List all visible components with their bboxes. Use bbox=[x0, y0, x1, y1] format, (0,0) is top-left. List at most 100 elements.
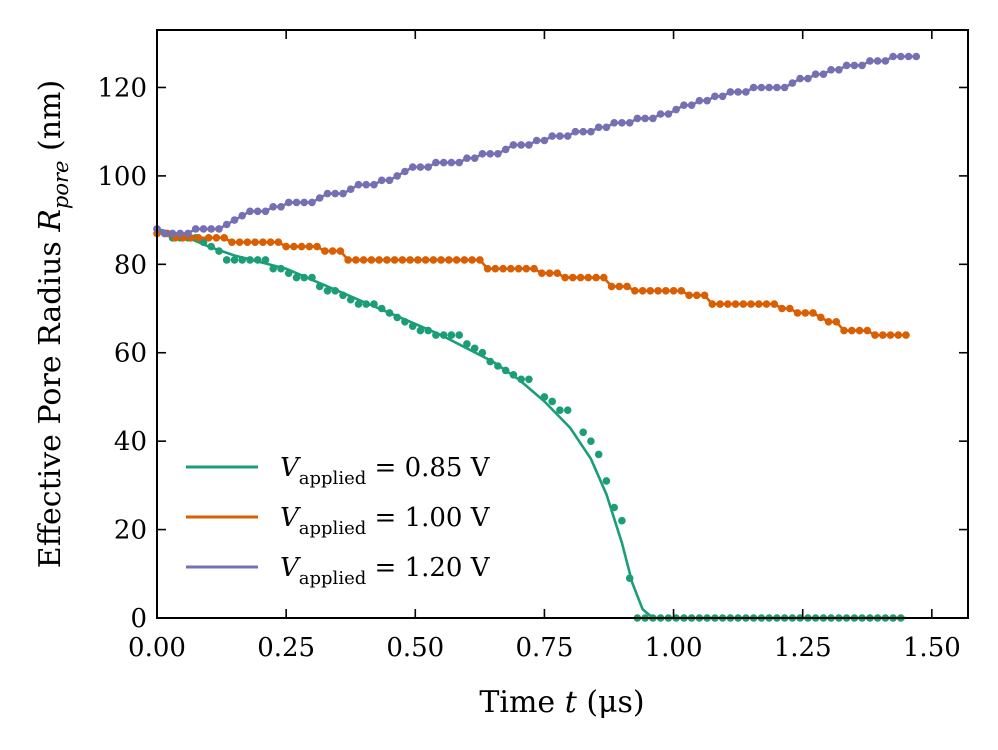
series-layer bbox=[153, 52, 921, 622]
series-3-point bbox=[804, 74, 812, 83]
series-3-point bbox=[711, 92, 719, 101]
series-3-point bbox=[300, 198, 309, 207]
series-3-point bbox=[517, 141, 525, 149]
series-2-point bbox=[607, 282, 616, 291]
x-tick-label: 1.25 bbox=[774, 633, 832, 663]
series-3-point bbox=[656, 110, 665, 118]
series-1 bbox=[153, 225, 906, 622]
series-2-point bbox=[809, 309, 817, 317]
series-1-point bbox=[470, 344, 479, 353]
series-2-point bbox=[747, 300, 755, 308]
series-1-point bbox=[517, 375, 525, 384]
series-2-point bbox=[476, 256, 484, 264]
series-3-point bbox=[168, 229, 177, 238]
series-3-point bbox=[323, 189, 332, 198]
y-tick-label: 0 bbox=[130, 604, 147, 634]
series-3-point bbox=[339, 189, 347, 198]
series-3-point bbox=[649, 114, 657, 123]
series-2-point bbox=[739, 300, 748, 308]
series-2-point bbox=[406, 256, 414, 264]
series-2-point bbox=[615, 282, 624, 291]
series-3-point bbox=[703, 96, 711, 105]
series-1-point bbox=[346, 295, 355, 304]
series-3-point bbox=[253, 207, 262, 216]
series-1-point bbox=[323, 287, 332, 295]
series-2-point bbox=[491, 264, 500, 273]
ticks-layer: 0.00 0.25 0.50 0.75 1.00 1.25 1.50 0 20 40 60 80 100… bbox=[97, 30, 968, 663]
series-2-point bbox=[545, 269, 554, 278]
series-3-point bbox=[315, 194, 324, 202]
series-2-point bbox=[631, 287, 639, 295]
series-2-point bbox=[328, 247, 337, 255]
series-2-point bbox=[871, 331, 879, 339]
series-3-point bbox=[525, 141, 533, 149]
series-3-point bbox=[269, 203, 278, 211]
series-3-point bbox=[385, 176, 394, 185]
series-2-point bbox=[220, 234, 228, 242]
series-3-point bbox=[509, 141, 518, 149]
series-3-point bbox=[757, 83, 766, 92]
series-3-point bbox=[486, 150, 495, 158]
series-3-point bbox=[718, 92, 727, 101]
series-2-point bbox=[305, 242, 314, 251]
series-3-point bbox=[695, 96, 704, 105]
series-2-point bbox=[375, 256, 383, 264]
legend-label: Vapplied = 1.00 V bbox=[280, 503, 491, 539]
series-3-point bbox=[215, 225, 223, 233]
series-3-point bbox=[633, 114, 642, 123]
series-1-point bbox=[494, 362, 502, 370]
series-1-point bbox=[362, 300, 371, 308]
series-3-point bbox=[858, 61, 866, 70]
x-tick-label: 0.00 bbox=[128, 633, 186, 663]
series-2-point bbox=[243, 238, 252, 246]
series-1-point bbox=[284, 269, 293, 278]
series-2-point bbox=[538, 269, 546, 278]
series-3-point bbox=[424, 163, 433, 171]
series-3-point bbox=[734, 88, 742, 96]
y-tick-label: 40 bbox=[114, 427, 147, 457]
series-1-point bbox=[587, 437, 595, 446]
series-2-point bbox=[321, 247, 329, 255]
series-2-point bbox=[817, 313, 825, 322]
series-1-point bbox=[246, 256, 254, 264]
legend-entry-3: Vapplied = 1.20 V bbox=[186, 553, 491, 589]
series-1-point bbox=[439, 331, 448, 339]
series-3-point bbox=[354, 180, 363, 189]
series-2-point bbox=[429, 256, 438, 264]
series-3-point bbox=[827, 66, 835, 74]
series-1-point bbox=[610, 503, 618, 512]
series-2-point bbox=[801, 309, 810, 317]
series-1-point bbox=[556, 406, 564, 415]
series-2-point bbox=[390, 256, 399, 264]
series-3-point bbox=[377, 176, 386, 185]
series-3-point bbox=[532, 136, 541, 145]
series-1-point bbox=[625, 574, 634, 582]
series-3-point bbox=[819, 70, 828, 78]
series-3-point bbox=[408, 163, 417, 171]
series-3-point bbox=[811, 70, 820, 78]
y-tick-label: 100 bbox=[97, 162, 147, 192]
y-tick-label: 60 bbox=[114, 339, 147, 369]
series-2-point bbox=[507, 264, 515, 273]
x-tick-label: 1.00 bbox=[645, 633, 703, 663]
series-2-point bbox=[398, 256, 407, 264]
series-3-point bbox=[261, 207, 270, 216]
series-1-point bbox=[269, 264, 278, 273]
x-axis-label: Time t (μs) bbox=[479, 685, 644, 720]
series-2-point bbox=[879, 331, 887, 339]
series-1-point bbox=[416, 326, 425, 335]
series-3-point bbox=[835, 66, 843, 74]
series-1-point bbox=[308, 273, 316, 282]
series-1-point bbox=[424, 326, 433, 335]
series-2-point bbox=[251, 238, 259, 246]
series-3-point bbox=[176, 229, 184, 238]
series-2-point bbox=[290, 242, 298, 251]
series-1-point bbox=[393, 313, 402, 322]
series-2-line bbox=[157, 232, 906, 337]
series-2-point bbox=[367, 256, 376, 264]
series-2-point bbox=[212, 234, 221, 242]
series-2-point bbox=[863, 326, 872, 335]
series-3-point bbox=[726, 88, 735, 96]
series-3-point bbox=[416, 163, 425, 171]
series-1-point bbox=[315, 282, 324, 291]
